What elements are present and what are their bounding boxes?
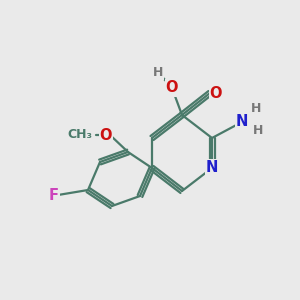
Text: CH₃: CH₃ [67,128,92,142]
Text: N: N [236,115,248,130]
Text: O: O [166,80,178,95]
Text: N: N [206,160,218,175]
Text: H: H [153,65,163,79]
Text: H: H [253,124,263,136]
Text: O: O [100,128,112,142]
Text: H: H [251,101,261,115]
Text: F: F [49,188,59,202]
Text: O: O [210,85,222,100]
